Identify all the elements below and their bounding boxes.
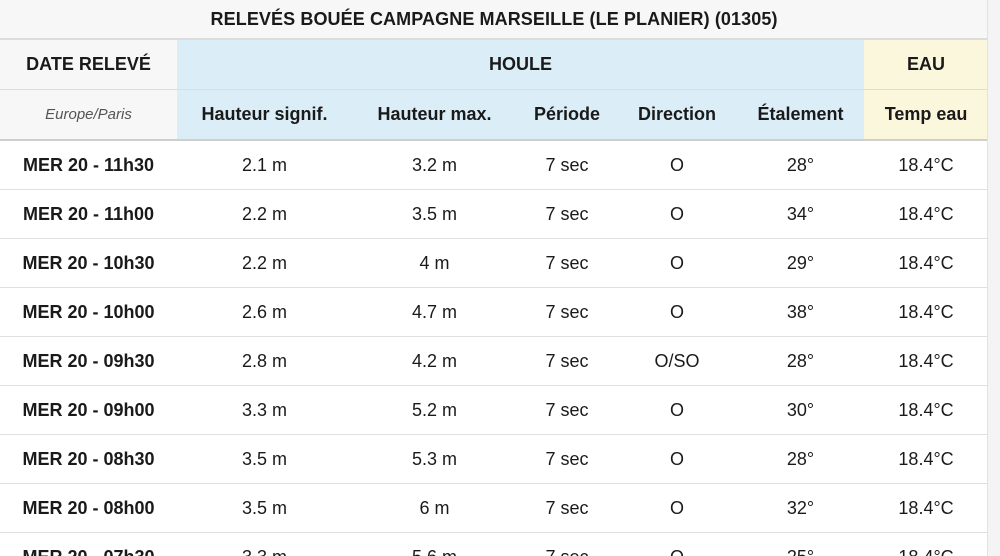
- table-row: MER 20 - 09h30 2.8 m 4.2 m 7 sec O/SO 28…: [0, 336, 989, 386]
- table-row: MER 20 - 07h30 3.3 m 5.6 m 7 sec O 25° 1…: [0, 532, 989, 556]
- hauteur-max-value: 6 m: [352, 483, 517, 533]
- column-header-periode: Période: [517, 89, 617, 141]
- timezone-label: Europe/Paris: [0, 89, 177, 141]
- etalement-value: 29°: [737, 238, 864, 288]
- table-row: MER 20 - 11h00 2.2 m 3.5 m 7 sec O 34° 1…: [0, 189, 989, 239]
- hauteur-max-value: 5.6 m: [352, 532, 517, 556]
- etalement-value: 32°: [737, 483, 864, 533]
- group-header-row: DATE RELEVÉ HOULE EAU: [0, 39, 989, 90]
- temp-eau-value: 18.4°C: [864, 189, 989, 239]
- etalement-value: 28°: [737, 434, 864, 484]
- direction-value: O: [617, 189, 737, 239]
- column-header-row: Europe/Paris Hauteur signif. Hauteur max…: [0, 89, 989, 141]
- direction-value: O: [617, 532, 737, 556]
- direction-value: O: [617, 238, 737, 288]
- table-title: RELEVÉS BOUÉE CAMPAGNE MARSEILLE (LE PLA…: [0, 0, 989, 40]
- temp-eau-value: 18.4°C: [864, 287, 989, 337]
- direction-value: O: [617, 287, 737, 337]
- hauteur-signif-value: 3.5 m: [177, 434, 352, 484]
- hauteur-signif-value: 3.3 m: [177, 385, 352, 435]
- reading-date: MER 20 - 07h30: [0, 532, 177, 556]
- temp-eau-value: 18.4°C: [864, 434, 989, 484]
- date-group-header: DATE RELEVÉ: [0, 39, 177, 90]
- houle-group-header: HOULE: [177, 39, 864, 90]
- column-header-temp-eau: Temp eau: [864, 89, 989, 141]
- etalement-value: 34°: [737, 189, 864, 239]
- hauteur-max-value: 4.2 m: [352, 336, 517, 386]
- temp-eau-value: 18.4°C: [864, 483, 989, 533]
- etalement-value: 30°: [737, 385, 864, 435]
- periode-value: 7 sec: [517, 532, 617, 556]
- eau-group-header: EAU: [864, 39, 989, 90]
- periode-value: 7 sec: [517, 238, 617, 288]
- periode-value: 7 sec: [517, 434, 617, 484]
- page-edge: [987, 0, 1000, 556]
- periode-value: 7 sec: [517, 385, 617, 435]
- etalement-value: 38°: [737, 287, 864, 337]
- readings-body: MER 20 - 11h30 2.1 m 3.2 m 7 sec O 28° 1…: [0, 140, 989, 556]
- column-header-hauteur-max: Hauteur max.: [352, 89, 517, 141]
- periode-value: 7 sec: [517, 483, 617, 533]
- direction-value: O: [617, 434, 737, 484]
- hauteur-signif-value: 2.1 m: [177, 140, 352, 190]
- hauteur-max-value: 5.3 m: [352, 434, 517, 484]
- direction-value: O: [617, 140, 737, 190]
- table-row: MER 20 - 09h00 3.3 m 5.2 m 7 sec O 30° 1…: [0, 385, 989, 435]
- hauteur-signif-value: 2.6 m: [177, 287, 352, 337]
- temp-eau-value: 18.4°C: [864, 140, 989, 190]
- temp-eau-value: 18.4°C: [864, 238, 989, 288]
- table-row: MER 20 - 10h30 2.2 m 4 m 7 sec O 29° 18.…: [0, 238, 989, 288]
- periode-value: 7 sec: [517, 336, 617, 386]
- table-row: MER 20 - 10h00 2.6 m 4.7 m 7 sec O 38° 1…: [0, 287, 989, 337]
- direction-value: O: [617, 385, 737, 435]
- direction-value: O/SO: [617, 336, 737, 386]
- periode-value: 7 sec: [517, 140, 617, 190]
- table-row: MER 20 - 08h30 3.5 m 5.3 m 7 sec O 28° 1…: [0, 434, 989, 484]
- hauteur-signif-value: 3.3 m: [177, 532, 352, 556]
- hauteur-max-value: 3.5 m: [352, 189, 517, 239]
- reading-date: MER 20 - 08h30: [0, 434, 177, 484]
- periode-value: 7 sec: [517, 287, 617, 337]
- reading-date: MER 20 - 10h30: [0, 238, 177, 288]
- table-row: MER 20 - 11h30 2.1 m 3.2 m 7 sec O 28° 1…: [0, 140, 989, 190]
- hauteur-signif-value: 3.5 m: [177, 483, 352, 533]
- etalement-value: 28°: [737, 140, 864, 190]
- temp-eau-value: 18.4°C: [864, 532, 989, 556]
- hauteur-signif-value: 2.8 m: [177, 336, 352, 386]
- temp-eau-value: 18.4°C: [864, 336, 989, 386]
- column-header-etalement: Étalement: [737, 89, 864, 141]
- reading-date: MER 20 - 09h00: [0, 385, 177, 435]
- table-row: MER 20 - 08h00 3.5 m 6 m 7 sec O 32° 18.…: [0, 483, 989, 533]
- reading-date: MER 20 - 09h30: [0, 336, 177, 386]
- hauteur-max-value: 4.7 m: [352, 287, 517, 337]
- etalement-value: 28°: [737, 336, 864, 386]
- hauteur-signif-value: 2.2 m: [177, 189, 352, 239]
- reading-date: MER 20 - 08h00: [0, 483, 177, 533]
- hauteur-max-value: 4 m: [352, 238, 517, 288]
- hauteur-max-value: 5.2 m: [352, 385, 517, 435]
- periode-value: 7 sec: [517, 189, 617, 239]
- temp-eau-value: 18.4°C: [864, 385, 989, 435]
- column-header-hauteur-signif: Hauteur signif.: [177, 89, 352, 141]
- reading-date: MER 20 - 11h00: [0, 189, 177, 239]
- etalement-value: 25°: [737, 532, 864, 556]
- column-header-direction: Direction: [617, 89, 737, 141]
- hauteur-signif-value: 2.2 m: [177, 238, 352, 288]
- reading-date: MER 20 - 11h30: [0, 140, 177, 190]
- direction-value: O: [617, 483, 737, 533]
- hauteur-max-value: 3.2 m: [352, 140, 517, 190]
- reading-date: MER 20 - 10h00: [0, 287, 177, 337]
